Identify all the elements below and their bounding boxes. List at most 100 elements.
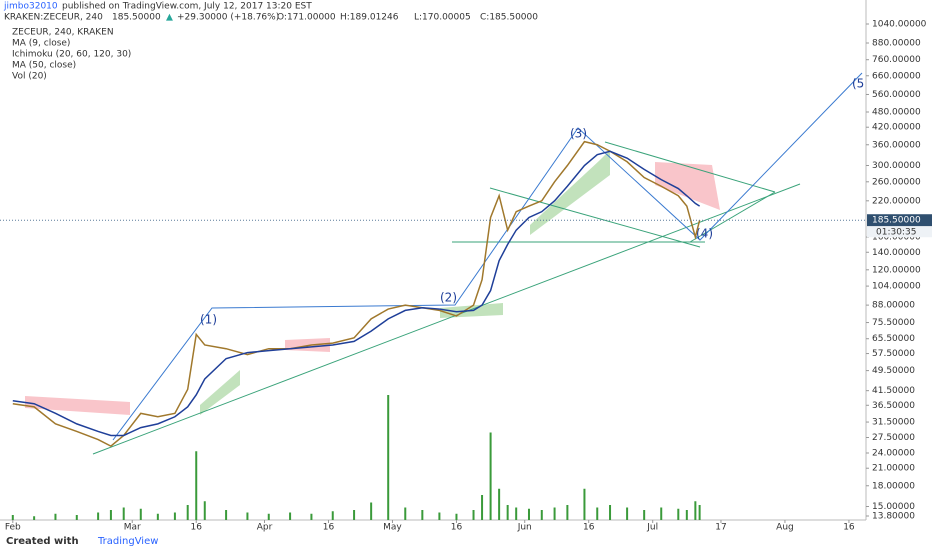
legend-item: ZECEUR, 240, KRAKEN (12, 28, 114, 38)
volume-bar (353, 510, 356, 520)
y-tick-label: 104.00000 (872, 282, 921, 292)
volume-bar (33, 516, 36, 520)
volume-bar (173, 512, 176, 520)
last: 185.50000 (112, 13, 161, 23)
legend-item: Vol (20) (12, 72, 47, 82)
volume-bar (566, 505, 569, 520)
wave-label: (2) (440, 291, 457, 305)
volume-bar (122, 507, 125, 520)
volume-bar (246, 512, 249, 520)
x-tick-label: 16 (191, 523, 203, 533)
volume-bar (527, 508, 530, 520)
y-tick-label: 65.50000 (872, 334, 915, 344)
change: +29.30000 (+18.76%) (177, 13, 279, 23)
low: L:170.00005 (414, 13, 471, 23)
y-tick-label: 360.00000 (872, 140, 921, 150)
y-tick-label: 49.50000 (872, 366, 915, 376)
y-tick-label: 760.00000 (872, 55, 921, 65)
footer-text: Created with (6, 536, 79, 547)
volume-bar (506, 505, 509, 520)
volume-bar (626, 507, 629, 520)
volume-bar (540, 510, 543, 520)
y-tick-label: 36.50000 (872, 401, 915, 411)
volume-bar (455, 513, 458, 520)
x-tick-label: 17 (715, 523, 726, 533)
y-tick-label: 300.00000 (872, 161, 921, 171)
volume-bar (421, 510, 424, 520)
volume-bar (195, 451, 198, 520)
x-tick-label: Aug (776, 523, 794, 533)
y-tick-label: 420.00000 (872, 123, 921, 133)
y-tick-label: 140.00000 (872, 248, 921, 258)
y-tick-label: 220.00000 (872, 196, 921, 206)
volume-bar (75, 515, 78, 520)
symbol: KRAKEN:ZECEUR, 240 (4, 13, 103, 23)
wave-label: (3) (570, 127, 587, 141)
x-tick-label: 16 (843, 523, 855, 533)
last-price-label: 185.50000 (872, 216, 921, 226)
trend-line (92, 183, 801, 455)
wave-line (112, 72, 863, 441)
published: published on TradingView.com, July 12, 2… (62, 2, 312, 12)
volume-bar (186, 505, 189, 520)
volume-bar (54, 513, 57, 520)
y-tick-label: 88.00000 (872, 301, 915, 311)
volume-bar (596, 507, 599, 520)
x-tick-label: Jun (517, 523, 532, 533)
volume-bar (481, 495, 484, 520)
volume-bar (498, 488, 501, 520)
cloud (655, 162, 720, 210)
volume-bar (203, 501, 206, 520)
volume-bar (139, 508, 142, 520)
volume-bar (609, 505, 612, 520)
volume-bar (289, 512, 292, 520)
author[interactable]: jimbo32010 (3, 2, 58, 12)
y-tick-label: 560.00000 (872, 90, 921, 100)
arrow: ▲ (166, 13, 173, 23)
volume-bar (109, 510, 112, 520)
volume-bar (331, 511, 334, 520)
x-tick-label: 16 (583, 523, 595, 533)
countdown-label: 01:30:35 (876, 228, 916, 238)
y-tick-label: 75.50000 (872, 318, 915, 328)
volume-bar (660, 507, 663, 520)
y-tick-label: 880.00000 (872, 39, 921, 49)
x-tick-label: Apr (257, 523, 273, 533)
wave-label: (1) (200, 313, 217, 327)
cloud (25, 396, 130, 415)
trend-line (489, 187, 701, 248)
close: C:185.50000 (480, 13, 538, 23)
y-tick-label: 120.00000 (872, 265, 921, 275)
volume-bar (515, 507, 518, 520)
footer-brand[interactable]: TradingView (97, 536, 158, 547)
x-tick-label: Jul (646, 523, 658, 533)
x-tick-label: May (383, 523, 402, 533)
legend-item: Ichimoku (20, 60, 120, 30) (12, 50, 131, 60)
volume-bar (685, 510, 688, 520)
trend-line (689, 191, 776, 243)
x-tick-label: 16 (451, 523, 463, 533)
volume-bar (489, 432, 492, 520)
trend-line (604, 141, 776, 193)
volume-bar (370, 502, 373, 520)
x-tick-label: Mar (124, 523, 141, 533)
x-tick-label: Feb (5, 523, 21, 533)
high: H:189.01246 (340, 13, 399, 23)
y-tick-label: 480.00000 (872, 108, 921, 118)
cloud (200, 370, 240, 415)
y-tick-label: 660.00000 (872, 71, 921, 81)
legend-item: MA (50, close) (12, 61, 76, 71)
volume-bar (694, 501, 697, 520)
volume-bar (583, 488, 586, 520)
y-tick-label: 260.00000 (872, 177, 921, 187)
last-price-box (867, 214, 932, 227)
y-tick-label: 24.00000 (872, 449, 915, 459)
volume-bar (267, 513, 270, 520)
volume-bar (156, 513, 159, 520)
y-tick-label: 15.00000 (872, 502, 915, 512)
open: O:171.00000 (277, 13, 336, 23)
y-tick-label: 27.50000 (872, 433, 915, 443)
wave-label: (5 (852, 77, 864, 91)
